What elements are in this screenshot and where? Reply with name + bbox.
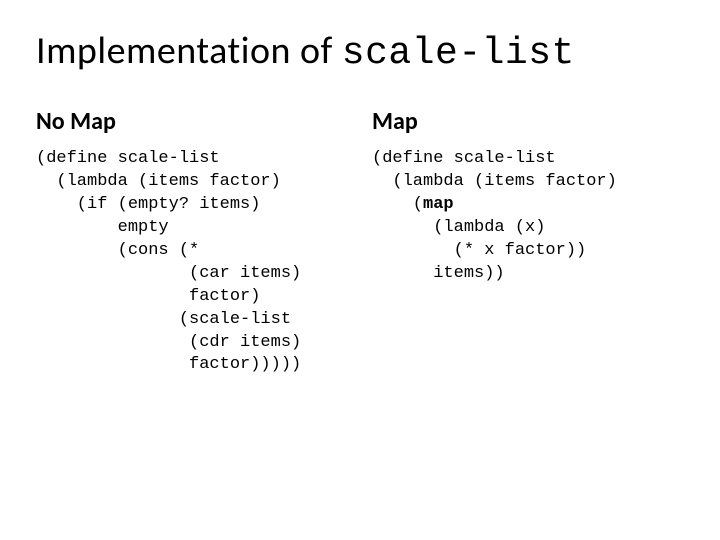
slide-title: Implementation of scale-list [36, 28, 684, 75]
right-header: Map [372, 107, 684, 136]
columns: No Map (define scale-list (lambda (items… [36, 107, 684, 377]
title-code: scale-list [342, 32, 575, 75]
right-column: Map (define scale-list (lambda (items fa… [372, 107, 684, 377]
title-prefix: Implementation of [36, 28, 342, 74]
right-code: (define scale-list (lambda (items factor… [372, 148, 684, 286]
left-column: No Map (define scale-list (lambda (items… [36, 107, 348, 377]
left-header: No Map [36, 107, 348, 136]
left-code: (define scale-list (lambda (items factor… [36, 148, 348, 377]
